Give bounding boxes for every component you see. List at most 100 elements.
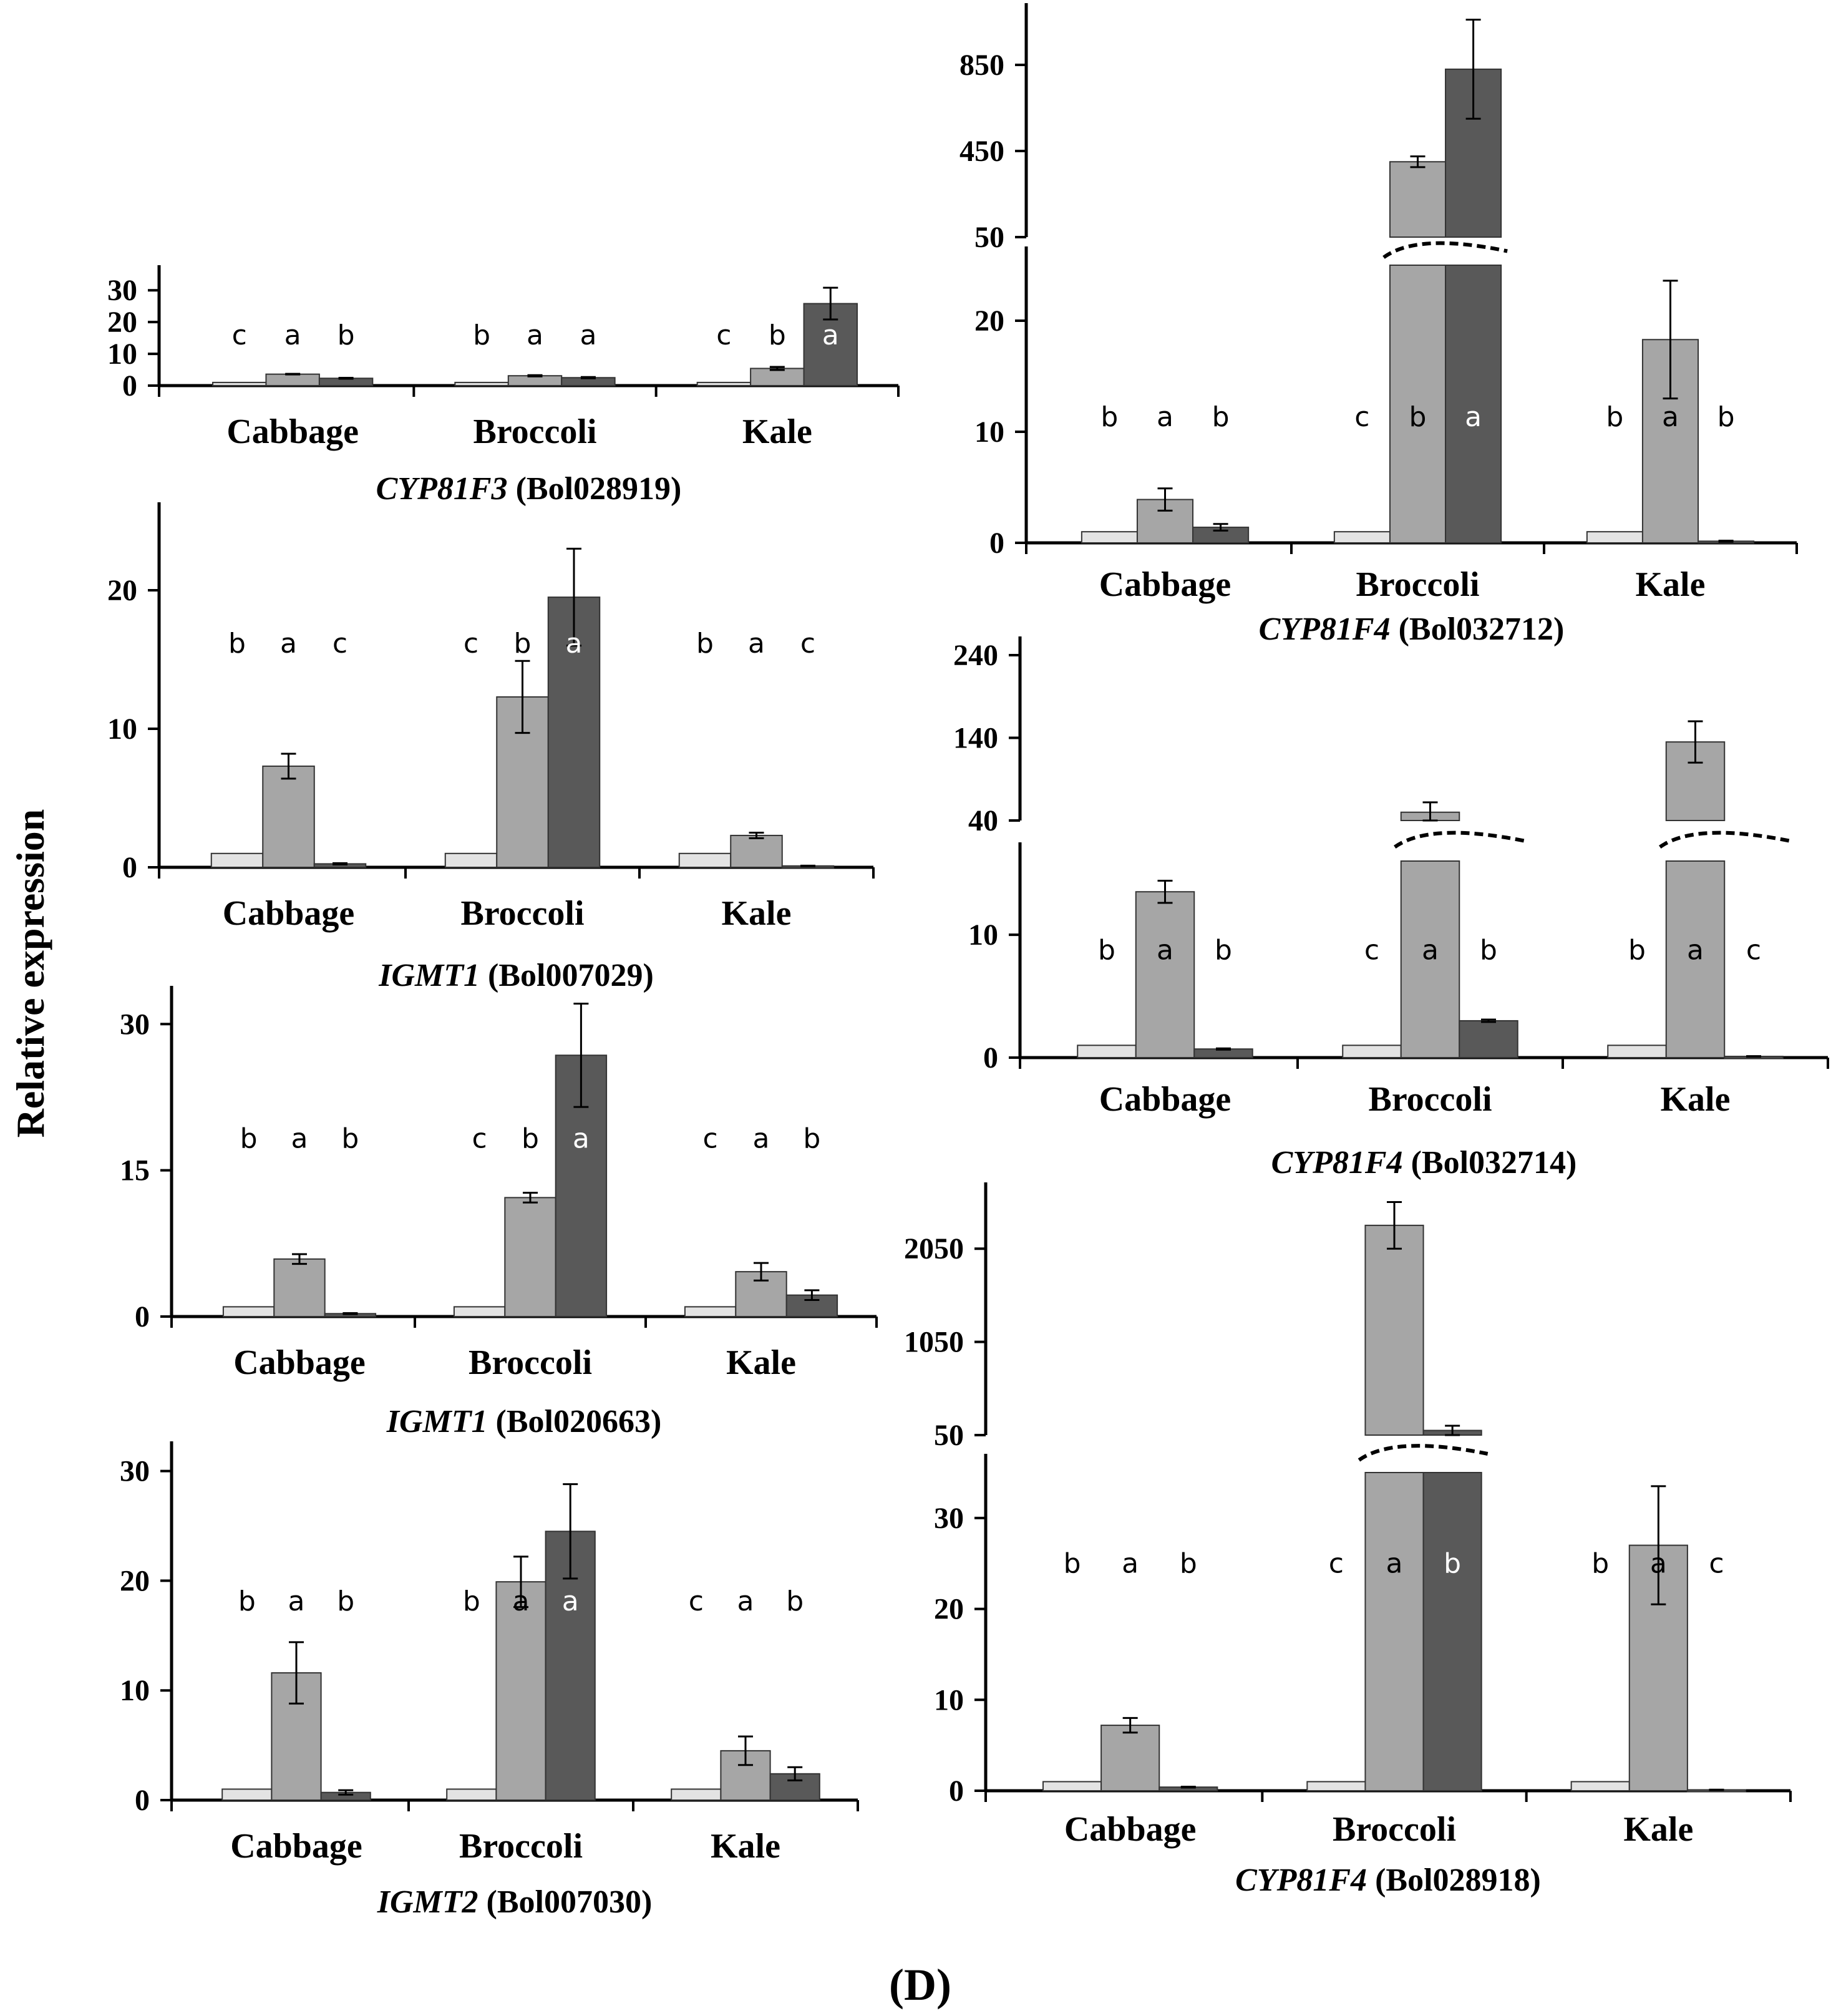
axis-break-mark [1394, 830, 1525, 849]
y-tick-label: 10 [974, 416, 1004, 449]
y-tick-label: 50 [934, 1419, 964, 1452]
bar-s3-lower [1422, 1472, 1482, 1791]
significance-letter: a [291, 1123, 308, 1155]
bar-s2-lower [1665, 860, 1726, 1058]
y-tick-label: 0 [983, 1041, 998, 1074]
bar-s1 [684, 1306, 737, 1317]
y-tick-label: 20 [974, 304, 1004, 338]
y-tick-label: 50 [974, 221, 1004, 254]
significance-letter: a [737, 1585, 754, 1617]
bar-s1 [678, 852, 732, 869]
significance-letter: c [464, 628, 478, 660]
gene-title: IGMT1 (Bol007029) [378, 958, 654, 993]
significance-letter: a [527, 319, 543, 351]
significance-letter: b [228, 628, 246, 660]
y-tick-label: 30 [934, 1502, 964, 1535]
significance-letter: a [1662, 401, 1679, 433]
significance-letter: a [1122, 1547, 1139, 1579]
significance-letter: b [473, 319, 490, 351]
significance-letter: b [696, 628, 714, 660]
bar-s2 [730, 834, 783, 868]
significance-letter: b [338, 319, 355, 351]
bar-s1 [444, 852, 498, 869]
significance-letter: b [1064, 1547, 1081, 1579]
y-tick-label: 850 [959, 49, 1004, 82]
y-tick-label: 0 [989, 527, 1004, 560]
category-label: Broccoli [469, 1343, 592, 1382]
bar-s3 [555, 1054, 608, 1317]
category-label: Broccoli [1368, 1080, 1492, 1119]
significance-letter: c [716, 319, 731, 351]
significance-letter: b [1480, 935, 1497, 967]
bar-s2-lower [1389, 265, 1447, 543]
significance-letter: b [786, 1585, 804, 1617]
bar-s2-lower [1400, 860, 1460, 1058]
significance-letter: b [1180, 1547, 1197, 1579]
gene-title: CYP81F3 (Bol028919) [376, 471, 682, 507]
category-label: Broccoli [473, 412, 596, 451]
axis-break-mark [1659, 830, 1790, 849]
bar-s2 [1100, 1725, 1160, 1791]
significance-letter: b [769, 319, 786, 351]
bar-s1 [1333, 531, 1391, 544]
category-label: Kale [1661, 1080, 1731, 1119]
significance-letter: a [288, 1585, 305, 1617]
y-tick-label: 140 [953, 722, 998, 755]
axis-break-mark [1382, 241, 1508, 259]
bar-s1 [454, 381, 509, 386]
y-tick-label: 10 [107, 713, 137, 746]
bar-s1 [453, 1306, 506, 1317]
bar-s1 [212, 381, 267, 386]
significance-letter: c [333, 628, 347, 660]
significance-letter: b [341, 1123, 359, 1155]
bar-s1 [222, 1306, 275, 1317]
gene-name: CYP81F4 [1271, 1145, 1403, 1181]
gene-name: CYP81F3 [376, 471, 508, 507]
y-tick-label: 1050 [904, 1326, 964, 1359]
bar-s3-upper [1445, 68, 1502, 238]
bar-s1 [1607, 1045, 1667, 1058]
chart-panel-5: 0 10 20 50 450 850 b a b Cabbage c b a Broccoli b a b Kal… [959, 3, 1798, 647]
category-label: Kale [742, 412, 812, 451]
significance-letter: a [1465, 401, 1482, 433]
category-label: Kale [1636, 565, 1706, 604]
significance-letter: a [1687, 935, 1704, 967]
bar-s1 [221, 1788, 273, 1801]
significance-letter: b [1628, 935, 1646, 967]
significance-letter: a [1422, 935, 1439, 967]
y-tick-label: 15 [120, 1154, 150, 1187]
y-tick-label: 20 [120, 1564, 150, 1597]
significance-letter: a [573, 1123, 590, 1155]
significance-letter: b [238, 1585, 256, 1617]
significance-letter: c [800, 628, 815, 660]
category-label: Cabbage [226, 412, 359, 451]
y-tick-label: 40 [968, 804, 998, 837]
bar-s2 [273, 1258, 326, 1317]
category-label: Cabbage [1064, 1810, 1197, 1849]
bar-s2 [750, 368, 805, 387]
bar-s1 [1042, 1781, 1102, 1791]
gene-title: CYP81F4 (Bol032714) [1271, 1145, 1577, 1181]
bar-s1 [696, 381, 752, 386]
significance-letter: a [284, 319, 301, 351]
significance-letter: a [753, 1123, 770, 1155]
bar-s1 [1570, 1781, 1630, 1791]
bar-s1 [1586, 531, 1643, 544]
gene-id: (Bol007029) [480, 958, 654, 993]
y-tick-label: 450 [959, 135, 1004, 168]
gene-name: IGMT1 [386, 1404, 488, 1439]
significance-letter: b [1717, 401, 1735, 433]
gene-title: IGMT1 (Bol020663) [386, 1404, 662, 1439]
category-label: Cabbage [223, 894, 355, 933]
y-tick-label: 10 [934, 1683, 964, 1717]
y-tick-label: 10 [968, 918, 998, 952]
y-tick-label: 30 [107, 274, 137, 307]
y-tick-label: 30 [120, 1008, 150, 1041]
significance-letter: a [748, 628, 765, 660]
gene-id: (Bol032714) [1403, 1145, 1577, 1181]
significance-letter: a [1650, 1547, 1667, 1579]
gene-id: (Bol020663) [488, 1404, 662, 1439]
gene-id: (Bol028919) [508, 471, 682, 507]
